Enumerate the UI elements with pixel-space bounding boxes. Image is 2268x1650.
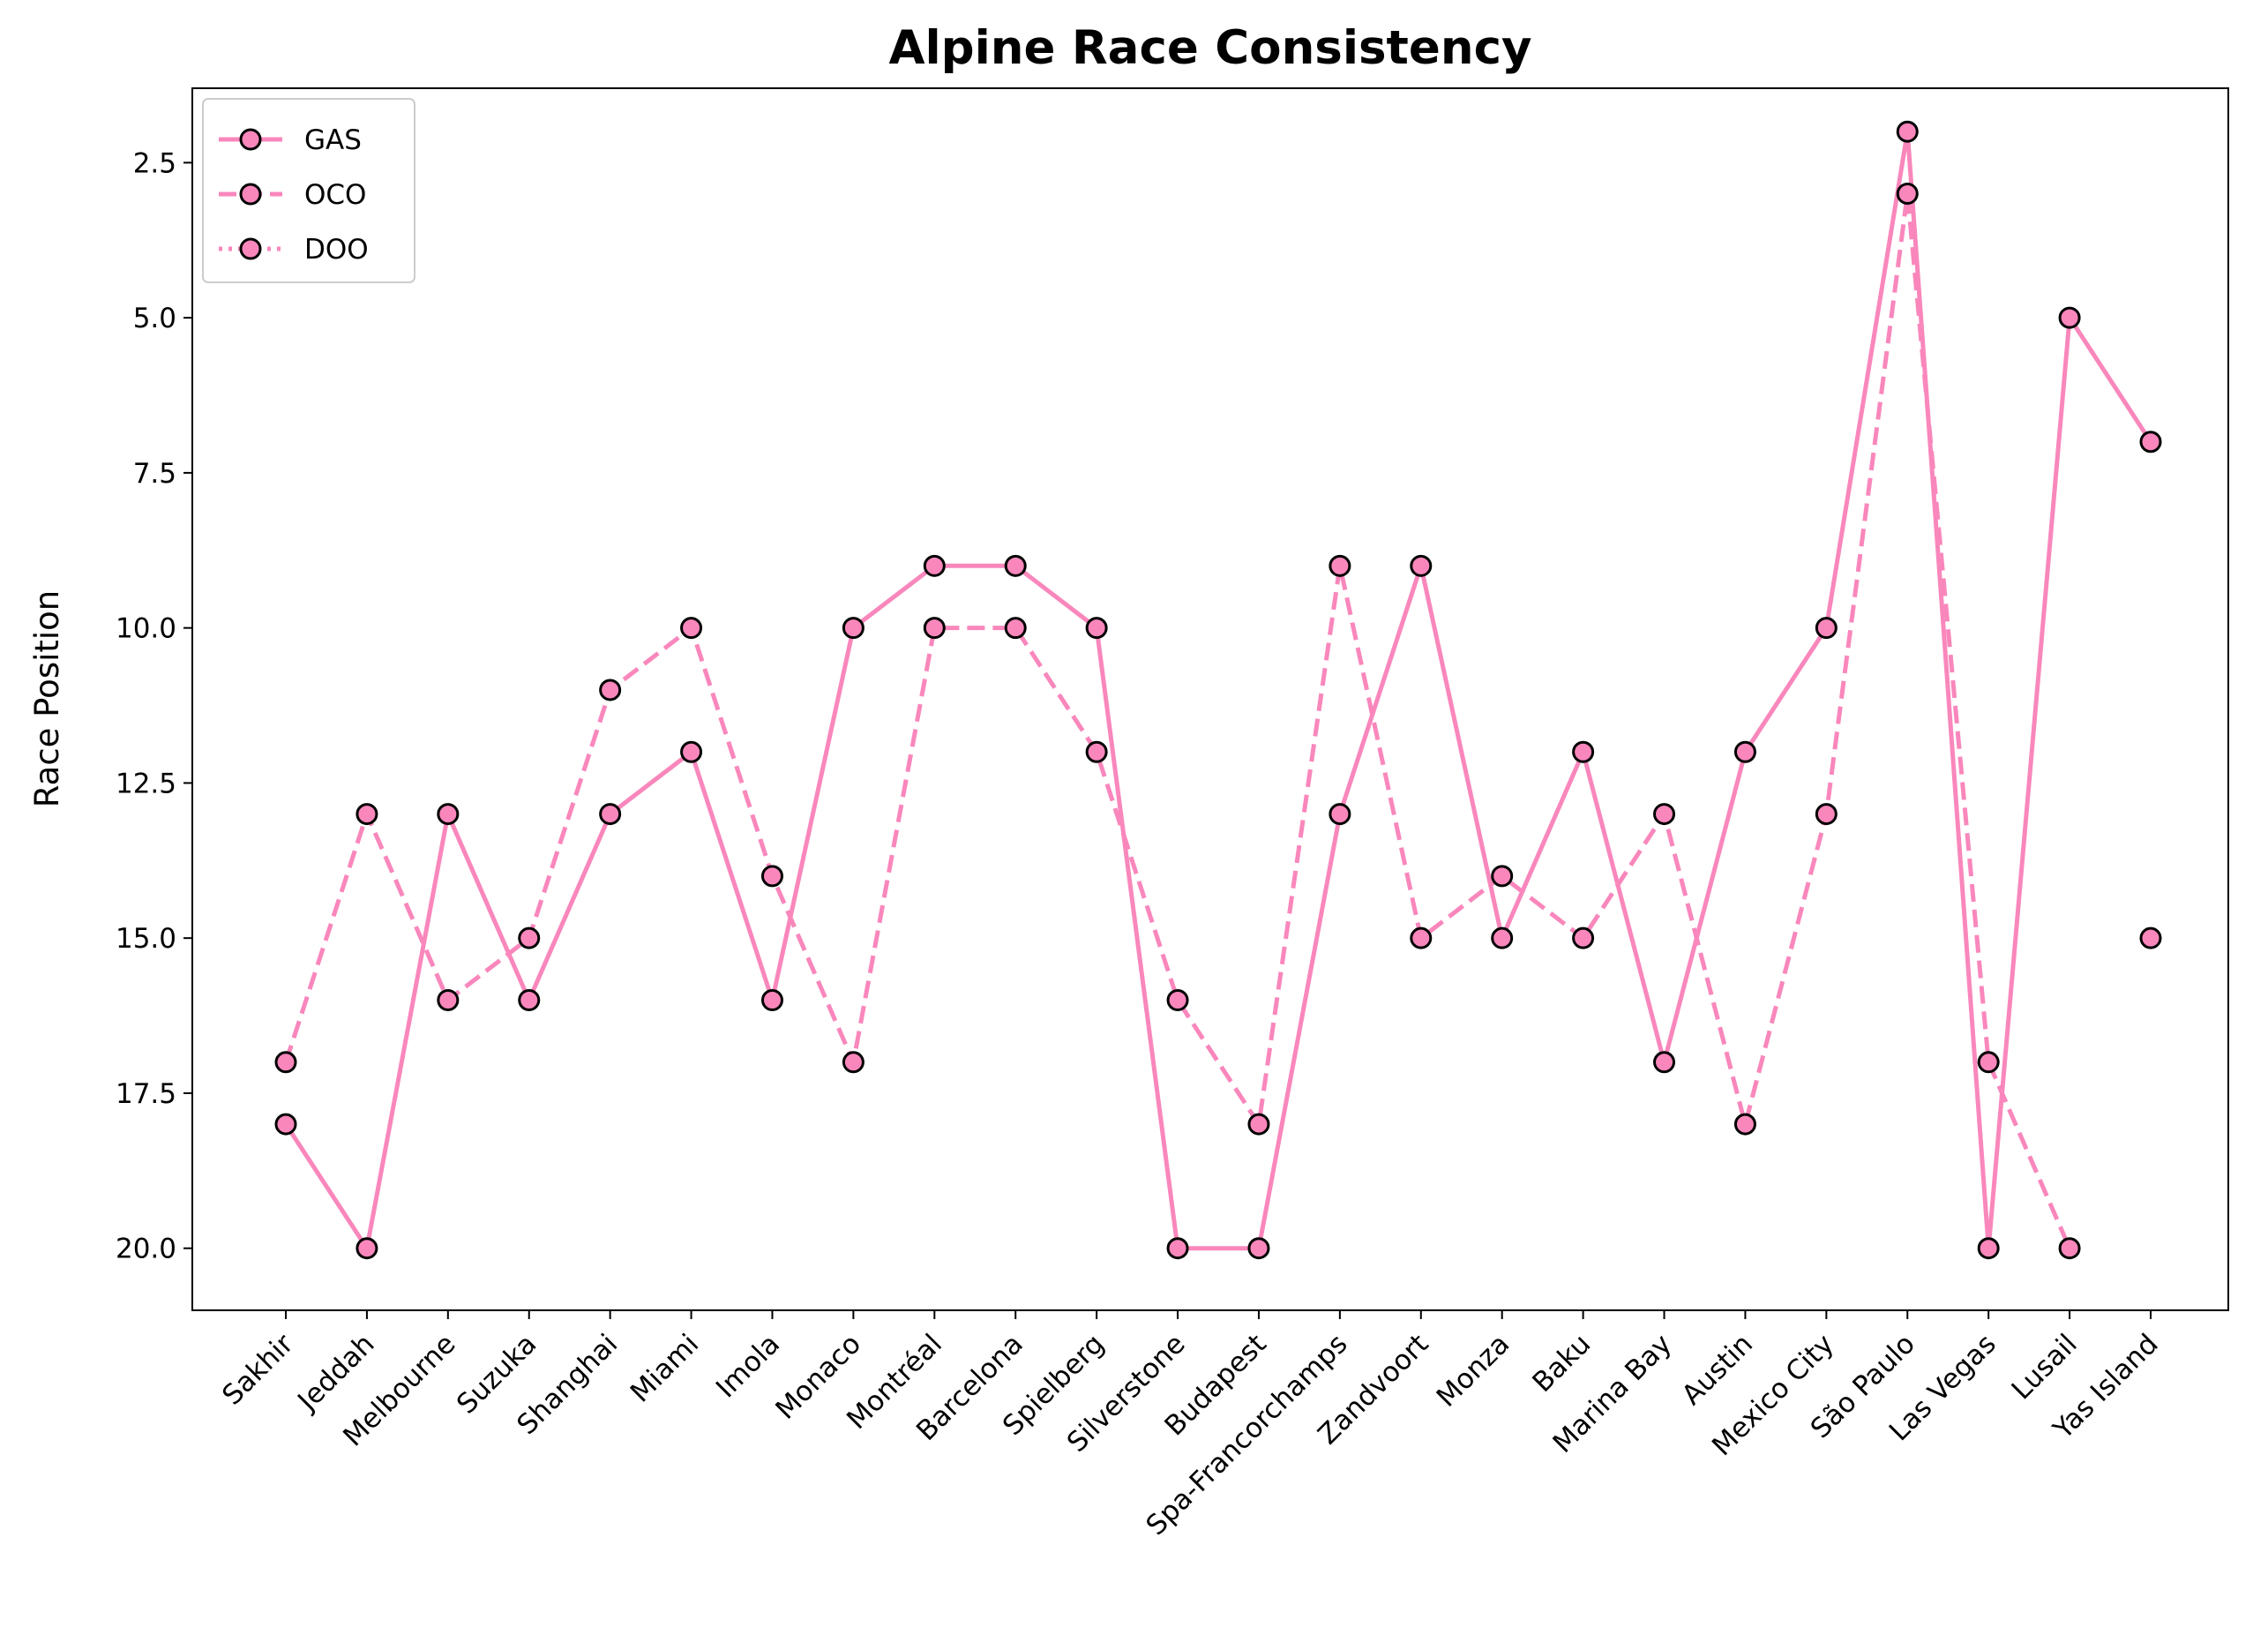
series-oco [274, 183, 2081, 1260]
legend-label: DOO [304, 234, 369, 266]
legend-marker [239, 128, 262, 151]
data-point [1004, 554, 1027, 577]
data-point [1653, 803, 1676, 826]
data-point [1329, 554, 1351, 577]
y-axis-ticks: 2.5 5.0 7.5 10.0 12.5 15.0 17.5 20.0 [116, 147, 192, 1265]
data-point [1572, 740, 1595, 763]
y-tick-label: 5.0 [133, 303, 176, 334]
y-tick-label: 17.5 [116, 1078, 176, 1110]
data-point [760, 988, 783, 1011]
series-layer [274, 120, 2162, 1260]
data-point [274, 1113, 297, 1136]
data-point [1410, 554, 1433, 577]
data-point [680, 617, 703, 640]
data-point [1329, 803, 1351, 826]
x-tick-label: Lusail [2006, 1328, 2084, 1406]
series-doo [2139, 926, 2162, 949]
data-point [1491, 865, 1514, 888]
data-point [842, 617, 865, 640]
legend: GAS OCO DOO [202, 98, 415, 283]
x-tick-label: Imola [710, 1328, 786, 1404]
data-point [356, 803, 378, 826]
data-point [760, 865, 783, 888]
data-point [680, 740, 703, 763]
data-point [923, 554, 946, 577]
legend-entry-doo: DOO [219, 234, 369, 266]
chart-title: Alpine Race Consistency [888, 21, 1531, 75]
data-point [1085, 740, 1108, 763]
data-point [599, 679, 622, 701]
series-gas [274, 120, 2162, 1260]
data-point [1733, 740, 1756, 763]
x-tick-label: Sakhir [216, 1328, 300, 1412]
data-point [2058, 1237, 2081, 1260]
data-point [518, 926, 541, 949]
data-point [1410, 926, 1433, 949]
x-tick-label: Miami [625, 1328, 705, 1408]
data-point [1977, 1237, 2000, 1260]
legend-entry-oco: OCO [219, 179, 366, 211]
data-point [1085, 617, 1108, 640]
data-point [1815, 617, 1838, 640]
data-point [356, 1237, 378, 1260]
y-tick-label: 20.0 [116, 1234, 176, 1265]
data-point [1815, 803, 1838, 826]
data-point [274, 1051, 297, 1074]
x-tick-label: Monza [1431, 1328, 1516, 1414]
y-tick-label: 15.0 [116, 923, 176, 955]
legend-marker [239, 237, 262, 260]
x-tick-label: Baku [1526, 1328, 1597, 1399]
data-point [1247, 1113, 1270, 1136]
data-point [1653, 1051, 1676, 1074]
series-line [283, 129, 2153, 1251]
legend-label: GAS [304, 124, 362, 156]
data-point [923, 617, 946, 640]
data-point [1247, 1237, 1270, 1260]
data-point [1896, 183, 1919, 206]
plot-frame [191, 87, 2229, 1311]
legend-label: OCO [304, 179, 366, 211]
data-point [1004, 617, 1027, 640]
data-point [518, 988, 541, 1011]
data-point [2058, 306, 2081, 329]
data-point [1491, 926, 1514, 949]
data-point [2139, 431, 2162, 454]
data-point [1572, 926, 1595, 949]
data-point [842, 1051, 865, 1074]
y-tick-label: 2.5 [133, 147, 176, 179]
y-tick-label: 12.5 [116, 768, 176, 799]
legend-entry-gas: GAS [219, 124, 362, 156]
y-tick-label: 7.5 [133, 458, 176, 490]
data-point [1733, 1113, 1756, 1136]
data-point [1977, 1051, 2000, 1074]
plot-area [192, 88, 2228, 1310]
data-point [599, 803, 622, 826]
data-point [1896, 120, 1919, 143]
series-line [283, 191, 2072, 1249]
data-point [2139, 926, 2162, 949]
data-point [1166, 1237, 1189, 1260]
legend-marker [239, 183, 262, 206]
data-point [1166, 988, 1189, 1011]
data-point [437, 988, 460, 1011]
y-tick-label: 10.0 [116, 613, 176, 645]
data-point [437, 803, 460, 826]
y-axis-label: Race Position [28, 590, 66, 808]
